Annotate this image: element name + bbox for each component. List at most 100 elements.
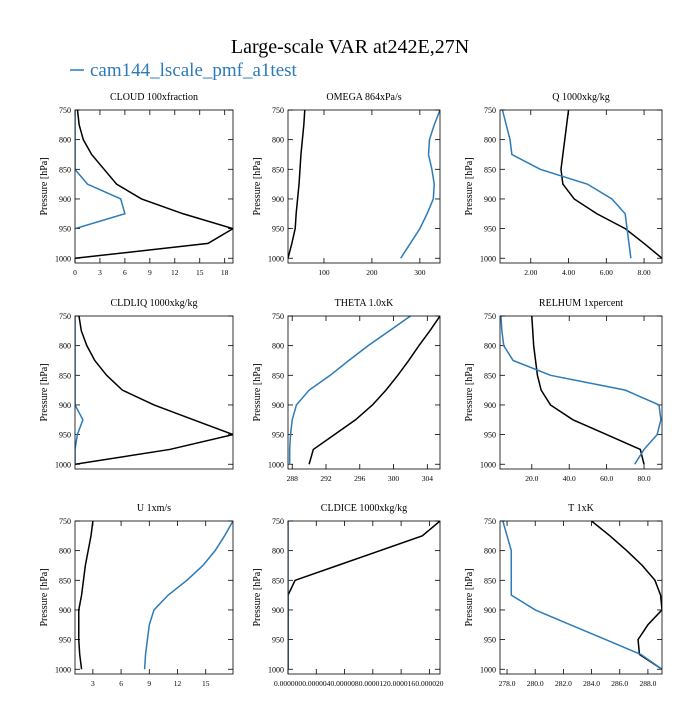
y-tick-label: 800 [272,342,284,351]
panel-title: CLDICE 1000xkg/kg [321,503,407,514]
profile-line [560,110,662,259]
panel-frame [499,315,663,470]
x-tick-label: 288.0 [639,679,656,688]
y-tick-label: 950 [272,636,284,645]
y-tick-label: 800 [272,547,284,556]
x-tick-label: 20.0 [525,474,538,483]
y-tick-label: 850 [59,165,71,174]
y-tick-label: 750 [484,517,496,526]
profile-line [75,316,233,466]
x-tick-label: 9 [148,268,152,277]
y-tick-label: 1000 [268,665,284,674]
panel-frame [287,315,441,470]
x-tick-label: 2.00 [524,268,537,277]
x-tick-label: 296 [354,474,366,483]
y-tick-label: 900 [59,606,71,615]
x-tick-label: 304 [422,474,434,483]
y-tick-label: 750 [484,312,496,321]
panel: U 1xm/s Pressure [hPa] 750 800 850 900 950 1000… [39,503,234,688]
y-tick-label: 900 [272,606,284,615]
y-tick-label: 1000 [55,665,71,674]
x-tick-label: 4.00 [562,268,575,277]
y-tick-label: 800 [59,342,71,351]
x-tick-label: 0.000004 [302,679,330,688]
y-axis-label: Pressure [hPa] [464,363,475,421]
y-tick-label: 950 [59,225,71,234]
panel-title: CLDLIQ 1000xkg/kg [111,298,198,309]
panel: CLDICE 1000xkg/kg Pressure [hPa] 750 800 850… [252,503,444,688]
x-tick-label: 0.000016 [387,679,415,688]
panel-frame [74,109,234,264]
panel-frame [499,109,663,264]
y-tick-label: 850 [272,576,284,585]
x-tick-label: 18 [221,268,229,277]
x-tick-label: 292 [320,474,332,483]
y-tick-label: 750 [59,517,71,526]
y-tick-label: 850 [484,576,496,585]
profile-line [288,521,440,670]
x-tick-label: 80.0 [637,474,650,483]
panel: OMEGA 864xPa/s Pressure [hPa] 750 800 850 900… [252,92,441,277]
y-tick-label: 1000 [480,460,496,469]
y-tick-label: 900 [484,195,496,204]
panel-title: T 1xK [568,503,594,514]
y-tick-label: 850 [59,576,71,585]
x-tick-label: 6 [119,679,123,688]
x-tick-label: 288 [287,474,299,483]
profile-line [75,110,126,230]
y-axis-label: Pressure [hPa] [464,568,475,626]
profile-line [400,110,440,259]
y-tick-label: 950 [272,431,284,440]
y-tick-label: 800 [59,136,71,145]
x-tick-label: 6 [123,268,127,277]
x-tick-label: 60.0 [600,474,613,483]
y-tick-label: 1000 [268,460,284,469]
y-tick-label: 800 [59,547,71,556]
x-tick-label: 278.0 [499,679,516,688]
profile-line [501,110,632,259]
y-tick-label: 850 [272,371,284,380]
x-tick-label: 282.0 [555,679,572,688]
y-tick-label: 800 [484,136,496,145]
y-tick-label: 1000 [55,460,71,469]
panel: T 1xK Pressure [hPa] 750 800 850 900 950 100027… [464,503,663,688]
profile-line [591,521,662,670]
y-tick-label: 800 [484,342,496,351]
panel: Q 1000xkg/kg Pressure [hPa] 750 800 850 900 95… [464,92,663,277]
y-tick-label: 750 [484,106,496,115]
panel: RELHUM 1xpercent Pressure [hPa] 750 800 850 9… [464,298,663,483]
x-tick-label: 0.000020 [415,679,443,688]
y-axis-label: Pressure [hPa] [39,157,50,215]
x-tick-label: 12 [174,679,182,688]
panel-title: RELHUM 1xpercent [539,298,623,309]
x-tick-label: 284.0 [583,679,600,688]
profile-line [75,110,233,260]
panel: THETA 1.0xK Pressure [hPa] 750 800 850 900 950… [252,298,441,483]
x-tick-label: 300 [388,474,400,483]
x-tick-label: 12 [171,268,179,277]
x-tick-label: 280.0 [527,679,544,688]
x-tick-label: 15 [196,268,204,277]
y-tick-label: 900 [59,401,71,410]
y-tick-label: 900 [272,195,284,204]
panel-title: THETA 1.0xK [335,298,394,309]
y-tick-label: 750 [272,517,284,526]
legend-label: cam144_lscale_pmf_a1test [90,60,298,81]
y-tick-label: 750 [59,106,71,115]
y-tick-label: 950 [59,431,71,440]
y-axis-label: Pressure [hPa] [252,568,263,626]
panel-frame [74,315,234,470]
y-tick-label: 850 [272,165,284,174]
panel-title: OMEGA 864xPa/s [326,92,401,103]
y-tick-label: 900 [484,606,496,615]
panel-title: Q 1000xkg/kg [552,92,610,103]
y-tick-label: 750 [272,106,284,115]
y-axis-label: Pressure [hPa] [252,157,263,215]
panel-title: CLOUD 100xfraction [110,92,198,103]
y-tick-label: 750 [272,312,284,321]
figure-title: Large-scale VAR at242E,27N [231,36,469,58]
x-tick-label: 0 [73,268,77,277]
y-tick-label: 800 [484,547,496,556]
panel-frame [287,109,441,264]
profile-line [308,316,440,465]
